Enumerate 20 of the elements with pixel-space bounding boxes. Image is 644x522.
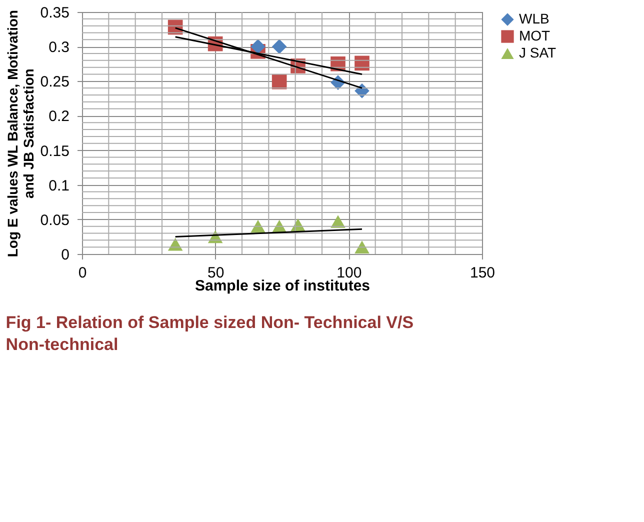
point [250, 220, 266, 233]
y-tick-label: 0.2 [48, 108, 70, 126]
point [272, 39, 287, 54]
y-axis-title: Log E values WL Balance, Motivation and JB Satisfaction [4, 10, 36, 258]
y-tick-label: 0.1 [48, 177, 70, 194]
legend-label: WLB [519, 10, 550, 26]
point [272, 74, 287, 90]
x-tick-label: 150 [470, 264, 496, 282]
y-tick-label: 0.3 [48, 39, 70, 56]
y-tick-label: 0.15 [40, 142, 70, 160]
point [250, 39, 266, 54]
text: Fig 1- Relation of Sample sized Non- Technical V/S Non-technical [6, 313, 414, 354]
y-tick-label: 0.35 [40, 4, 70, 22]
x-tick-label: 0 [78, 264, 87, 282]
y-tick-label: 0.25 [40, 74, 70, 91]
point [354, 240, 370, 254]
legend-label: MOT [519, 28, 551, 44]
legend-label: J SAT [519, 44, 557, 60]
y-tick-label: 0.05 [40, 212, 70, 229]
y-tick-label: 0 [61, 246, 70, 264]
